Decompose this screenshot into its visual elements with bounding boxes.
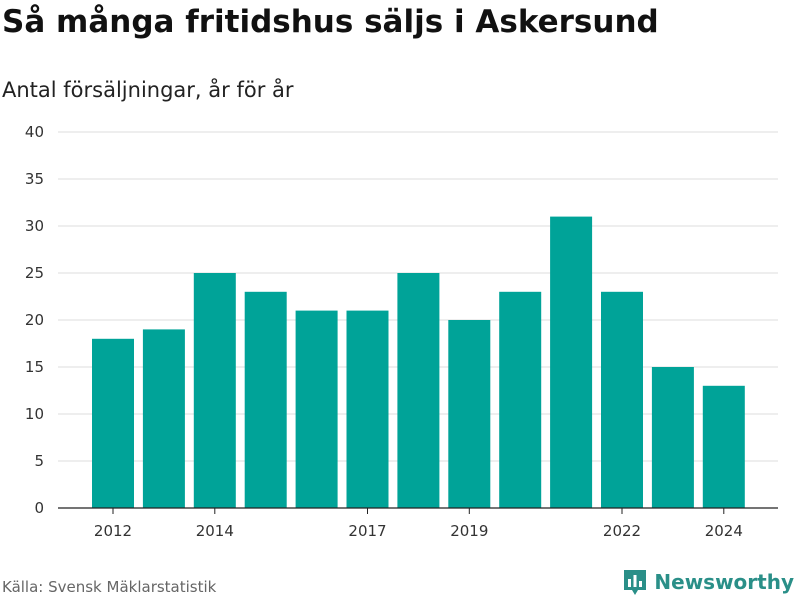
brand-name: Newsworthy — [654, 570, 794, 594]
y-tick-label-40: 40 — [25, 123, 44, 141]
bar-2016 — [295, 310, 338, 508]
bar-2015 — [244, 291, 287, 508]
y-tick-label-5: 5 — [34, 452, 44, 470]
bar-2014 — [193, 273, 236, 508]
chart-title: Så många fritidshus säljs i Askersund — [2, 4, 659, 40]
y-tick-label-15: 15 — [25, 358, 44, 376]
bar-2017 — [346, 310, 389, 508]
y-tick-label-30: 30 — [25, 217, 44, 235]
x-tick-label-2014: 2014 — [196, 522, 234, 540]
x-tick-label-2019: 2019 — [450, 522, 488, 540]
bar-2024 — [702, 385, 745, 508]
source-note: Källa: Svensk Mäklarstatistik — [2, 578, 217, 596]
chart-subtitle: Antal försäljningar, år för år — [2, 78, 294, 102]
bar-2012 — [92, 338, 134, 508]
bar-2013 — [142, 329, 185, 508]
y-tick-label-20: 20 — [25, 311, 44, 329]
bar-chart-logo-icon — [624, 570, 647, 595]
bar-2022 — [601, 291, 643, 508]
x-tick-label-2017: 2017 — [348, 522, 386, 540]
brand-logo: Newsworthy — [622, 568, 794, 596]
y-tick-label-25: 25 — [25, 264, 44, 282]
bar-2023 — [651, 367, 694, 508]
y-tick-label-35: 35 — [25, 170, 44, 188]
bar-2020 — [499, 291, 542, 508]
x-tick-label-2024: 2024 — [705, 522, 743, 540]
y-tick-label-0: 0 — [34, 499, 44, 517]
bar-2019 — [448, 320, 491, 508]
y-tick-label-10: 10 — [25, 405, 44, 423]
x-tick-label-2022: 2022 — [603, 522, 641, 540]
bar-2021 — [550, 216, 593, 508]
bar-2018 — [397, 273, 440, 508]
x-tick-label-2012: 2012 — [94, 522, 132, 540]
